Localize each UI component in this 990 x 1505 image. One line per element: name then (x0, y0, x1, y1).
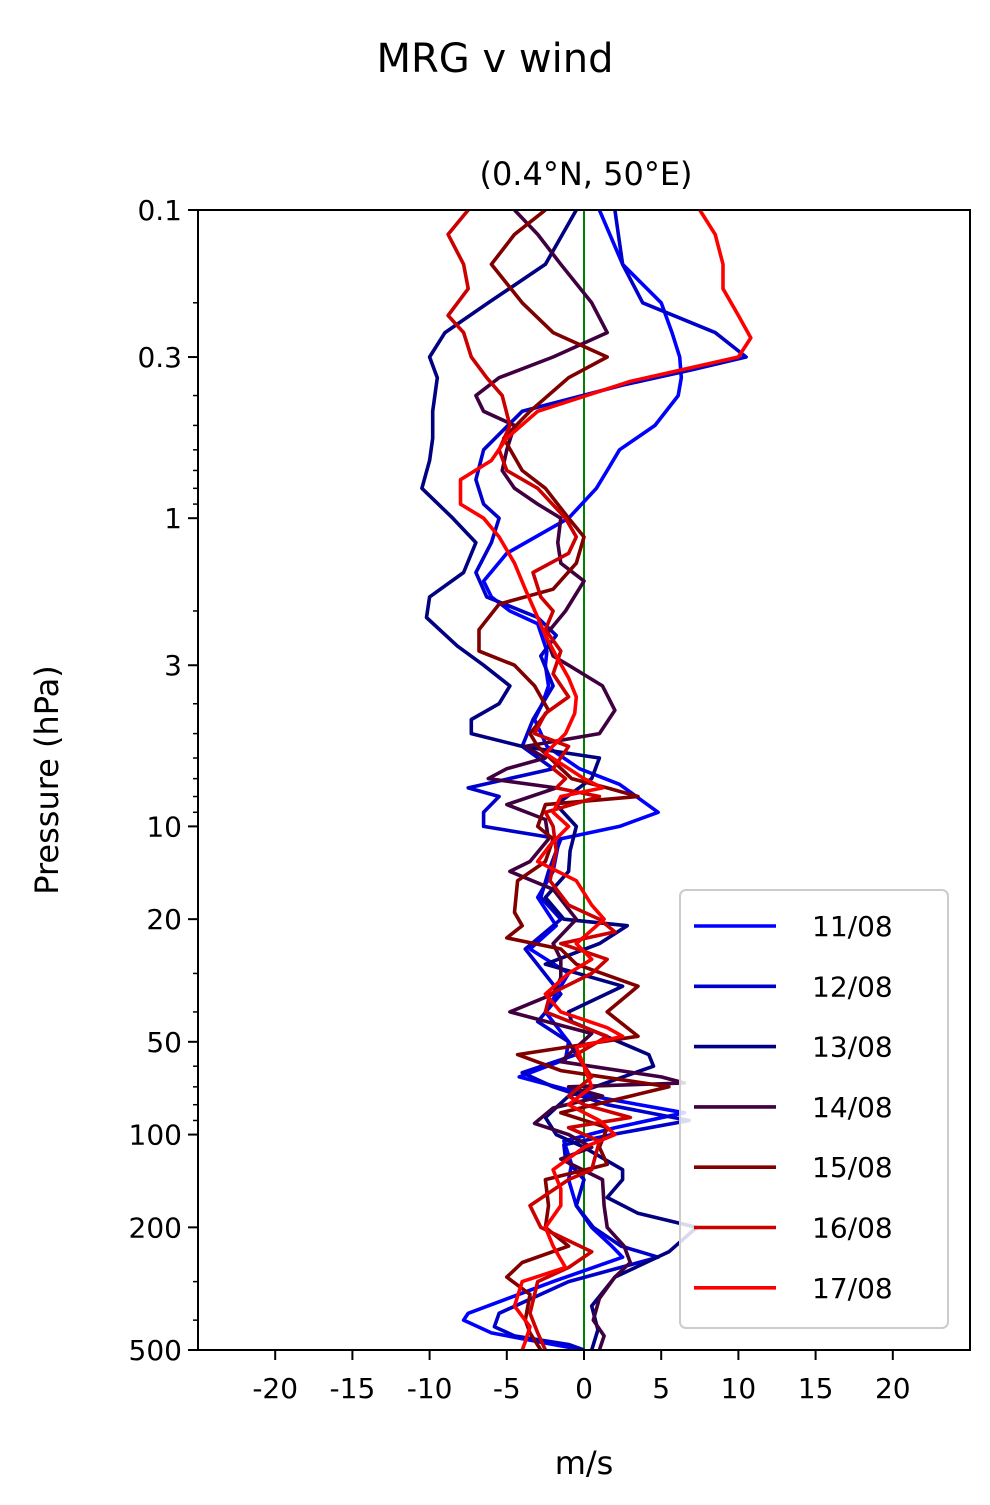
x-tick-label: -20 (252, 1372, 298, 1405)
y-tick-label: 0.1 (137, 194, 182, 227)
y-tick-label: 100 (129, 1119, 182, 1152)
series-group (420, 210, 753, 1350)
legend-label: 15/08 (812, 1151, 893, 1184)
legend-label: 11/08 (812, 910, 893, 943)
series-line-17-08 (458, 210, 753, 1350)
chart-title: MRG v wind (377, 36, 614, 82)
legend-label: 16/08 (812, 1212, 893, 1245)
legend-label: 14/08 (812, 1091, 893, 1124)
x-tick-label: -5 (493, 1372, 521, 1405)
x-tick-label: 15 (798, 1372, 834, 1405)
legend-label: 17/08 (812, 1272, 893, 1305)
y-tick-label: 50 (146, 1026, 182, 1059)
legend: 11/08 12/08 13/08 14/08 15/08 16/08 17/08 (679, 889, 949, 1329)
legend-label: 13/08 (812, 1031, 893, 1064)
x-tick-label: 0 (575, 1372, 593, 1405)
y-axis-label: Pressure (hPa) (28, 665, 66, 895)
x-tick-label: -15 (330, 1372, 376, 1405)
y-tick-label: 20 (146, 903, 182, 936)
x-tick-label: 5 (652, 1372, 670, 1405)
x-tick-label: 10 (721, 1372, 757, 1405)
y-tick-label: 0.3 (137, 341, 182, 374)
plot-area: -20 -15 -10 -5 0 5 10 15 20 0.1 0.3 1 3 10 20 50 100 200 5… (129, 194, 971, 1405)
legend-box (679, 889, 949, 1329)
x-tick-label: 20 (875, 1372, 911, 1405)
y-tick-label: 3 (164, 649, 182, 682)
x-tick-label: -10 (407, 1372, 453, 1405)
y-tick-label: 200 (129, 1211, 182, 1244)
y-tick-label: 500 (129, 1334, 182, 1367)
y-tick-label: 10 (146, 810, 182, 843)
chart-subtitle: (0.4°N, 50°E) (479, 155, 692, 193)
legend-label: 12/08 (812, 970, 893, 1003)
y-tick-label: 1 (164, 502, 182, 535)
x-axis-label: m/s (555, 1444, 614, 1482)
series-line-13-08 (420, 210, 699, 1350)
